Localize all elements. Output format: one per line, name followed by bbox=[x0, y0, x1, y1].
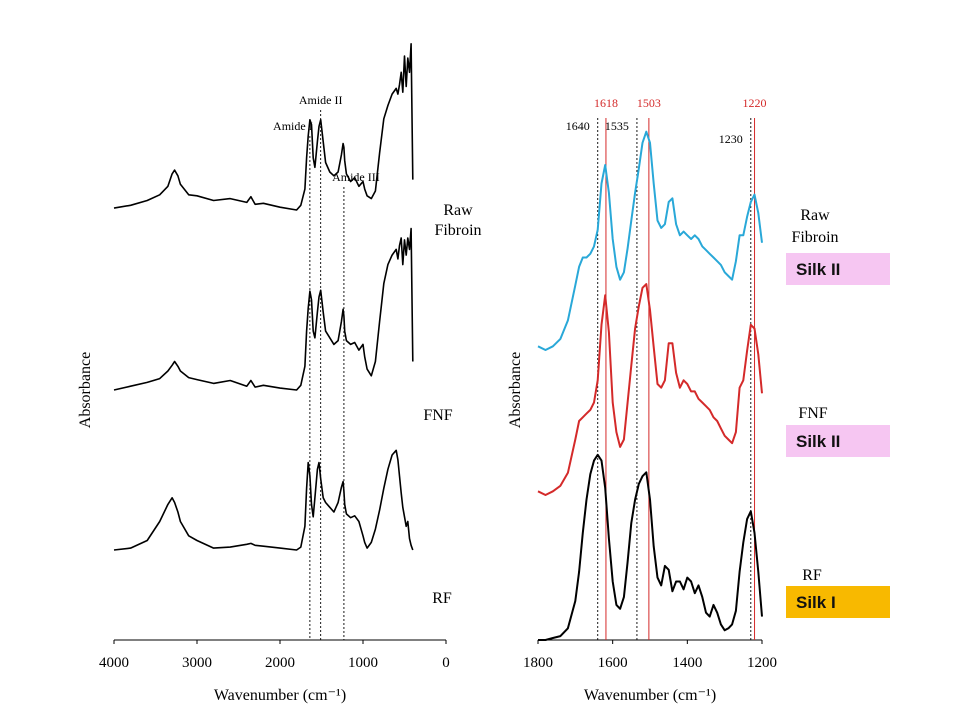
x-tick-label: 3000 bbox=[182, 655, 212, 671]
left-panel: 4000 3000 2000 1000 0 Wavenumber (cm⁻¹) Absorb… bbox=[77, 43, 482, 704]
peak-annotation: 1503 bbox=[637, 96, 661, 110]
peak-annotation: 1220 bbox=[743, 96, 767, 110]
peak-annotation: Amide II bbox=[299, 93, 343, 107]
peak-annotation: Amide I bbox=[273, 119, 313, 133]
peak-annotation: Amide III bbox=[332, 170, 380, 184]
series-label: RF bbox=[432, 590, 452, 607]
series-line-fnf bbox=[113, 227, 414, 391]
x-axis-title: Wavenumber (cm⁻¹) bbox=[584, 687, 716, 704]
series-label: Fibroin bbox=[791, 229, 838, 246]
x-tick-label: 1600 bbox=[598, 655, 628, 671]
silk-badge bbox=[786, 586, 890, 618]
x-tick-label: 1800 bbox=[523, 655, 553, 671]
x-axis-title: Wavenumber (cm⁻¹) bbox=[214, 687, 346, 704]
silk-badge bbox=[786, 425, 890, 457]
peak-annotation: 1640 bbox=[566, 119, 590, 133]
peak-annotation: 1230 bbox=[719, 132, 743, 146]
y-axis-title: Absorbance bbox=[507, 352, 524, 428]
series-line-raw-fibroin bbox=[537, 130, 763, 351]
series-line-raw-fibroin bbox=[113, 43, 414, 211]
right-panel: 1800 1600 1400 1200 Wavenumber (cm⁻¹) Absorba… bbox=[507, 96, 890, 704]
y-axis-title: Absorbance bbox=[77, 352, 94, 428]
peak-annotation: 1535 bbox=[605, 119, 629, 133]
series-line-rf bbox=[538, 453, 763, 641]
peak-annotation: 1618 bbox=[594, 96, 618, 110]
silk-badge-label: Silk I bbox=[796, 593, 836, 612]
series-label: Raw bbox=[800, 207, 830, 224]
series-label: FNF bbox=[423, 407, 452, 424]
series-label: Fibroin bbox=[434, 222, 481, 239]
series-label: FNF bbox=[798, 405, 827, 422]
x-tick-label: 1200 bbox=[747, 655, 777, 671]
silk-badge-label: Silk II bbox=[796, 432, 840, 451]
series-line-fnf bbox=[537, 283, 763, 496]
x-tick-label: 0 bbox=[442, 655, 450, 671]
x-tick-label: 1400 bbox=[672, 655, 702, 671]
silk-badge-label: Silk II bbox=[796, 260, 840, 279]
x-tick-label: 2000 bbox=[265, 655, 295, 671]
series-label: RF bbox=[802, 567, 822, 584]
series-label: Raw bbox=[443, 202, 473, 219]
silk-badge bbox=[786, 253, 890, 285]
series-line-rf bbox=[113, 449, 414, 551]
x-tick-label: 1000 bbox=[348, 655, 378, 671]
x-tick-label: 4000 bbox=[99, 655, 129, 671]
